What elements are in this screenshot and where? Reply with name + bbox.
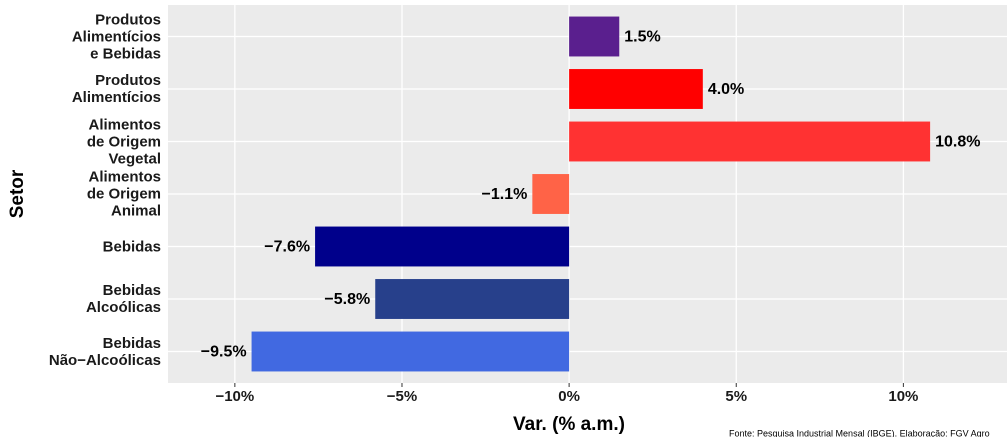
- value-label: −1.1%: [482, 186, 528, 203]
- value-label: 4.0%: [708, 81, 744, 98]
- bar: [315, 226, 570, 267]
- bar: [569, 69, 703, 109]
- bar: [532, 174, 570, 214]
- bar: [375, 279, 570, 319]
- x-tick-label: 5%: [725, 388, 747, 405]
- x-tick-label: −5%: [387, 388, 417, 405]
- x-tick-label: 0%: [558, 388, 580, 405]
- y-tick-label: Produtos Alimentícios: [71, 72, 161, 106]
- value-label: 10.8%: [935, 134, 980, 151]
- y-tick-label: Bebidas Não−Alcoólicas: [48, 334, 161, 369]
- bar: [251, 331, 570, 372]
- caption: Fonte: Pesquisa Industrial Mensal (IBGE)…: [729, 428, 990, 437]
- x-tick-label: −10%: [215, 388, 254, 405]
- value-label: −5.8%: [324, 291, 370, 308]
- x-tick-label: 10%: [888, 388, 918, 405]
- value-label: 1.5%: [624, 29, 660, 46]
- y-tick-label: Bebidas: [102, 238, 161, 255]
- bar: [569, 16, 620, 57]
- y-tick-label: Alimentos de Origem Animal: [86, 168, 161, 220]
- y-tick-label: Bebidas Alcoólicas: [85, 282, 161, 316]
- y-axis-title: Setor: [7, 169, 28, 218]
- x-axis-title: Var. (% a.m.): [513, 414, 625, 435]
- value-label: −7.6%: [264, 239, 310, 256]
- y-tick-label: Produtos Alimentícios e Bebidas: [71, 11, 161, 62]
- value-label: −9.5%: [201, 344, 247, 361]
- y-tick-label: Alimentos de Origem Vegetal: [86, 116, 161, 167]
- bar: [569, 121, 931, 162]
